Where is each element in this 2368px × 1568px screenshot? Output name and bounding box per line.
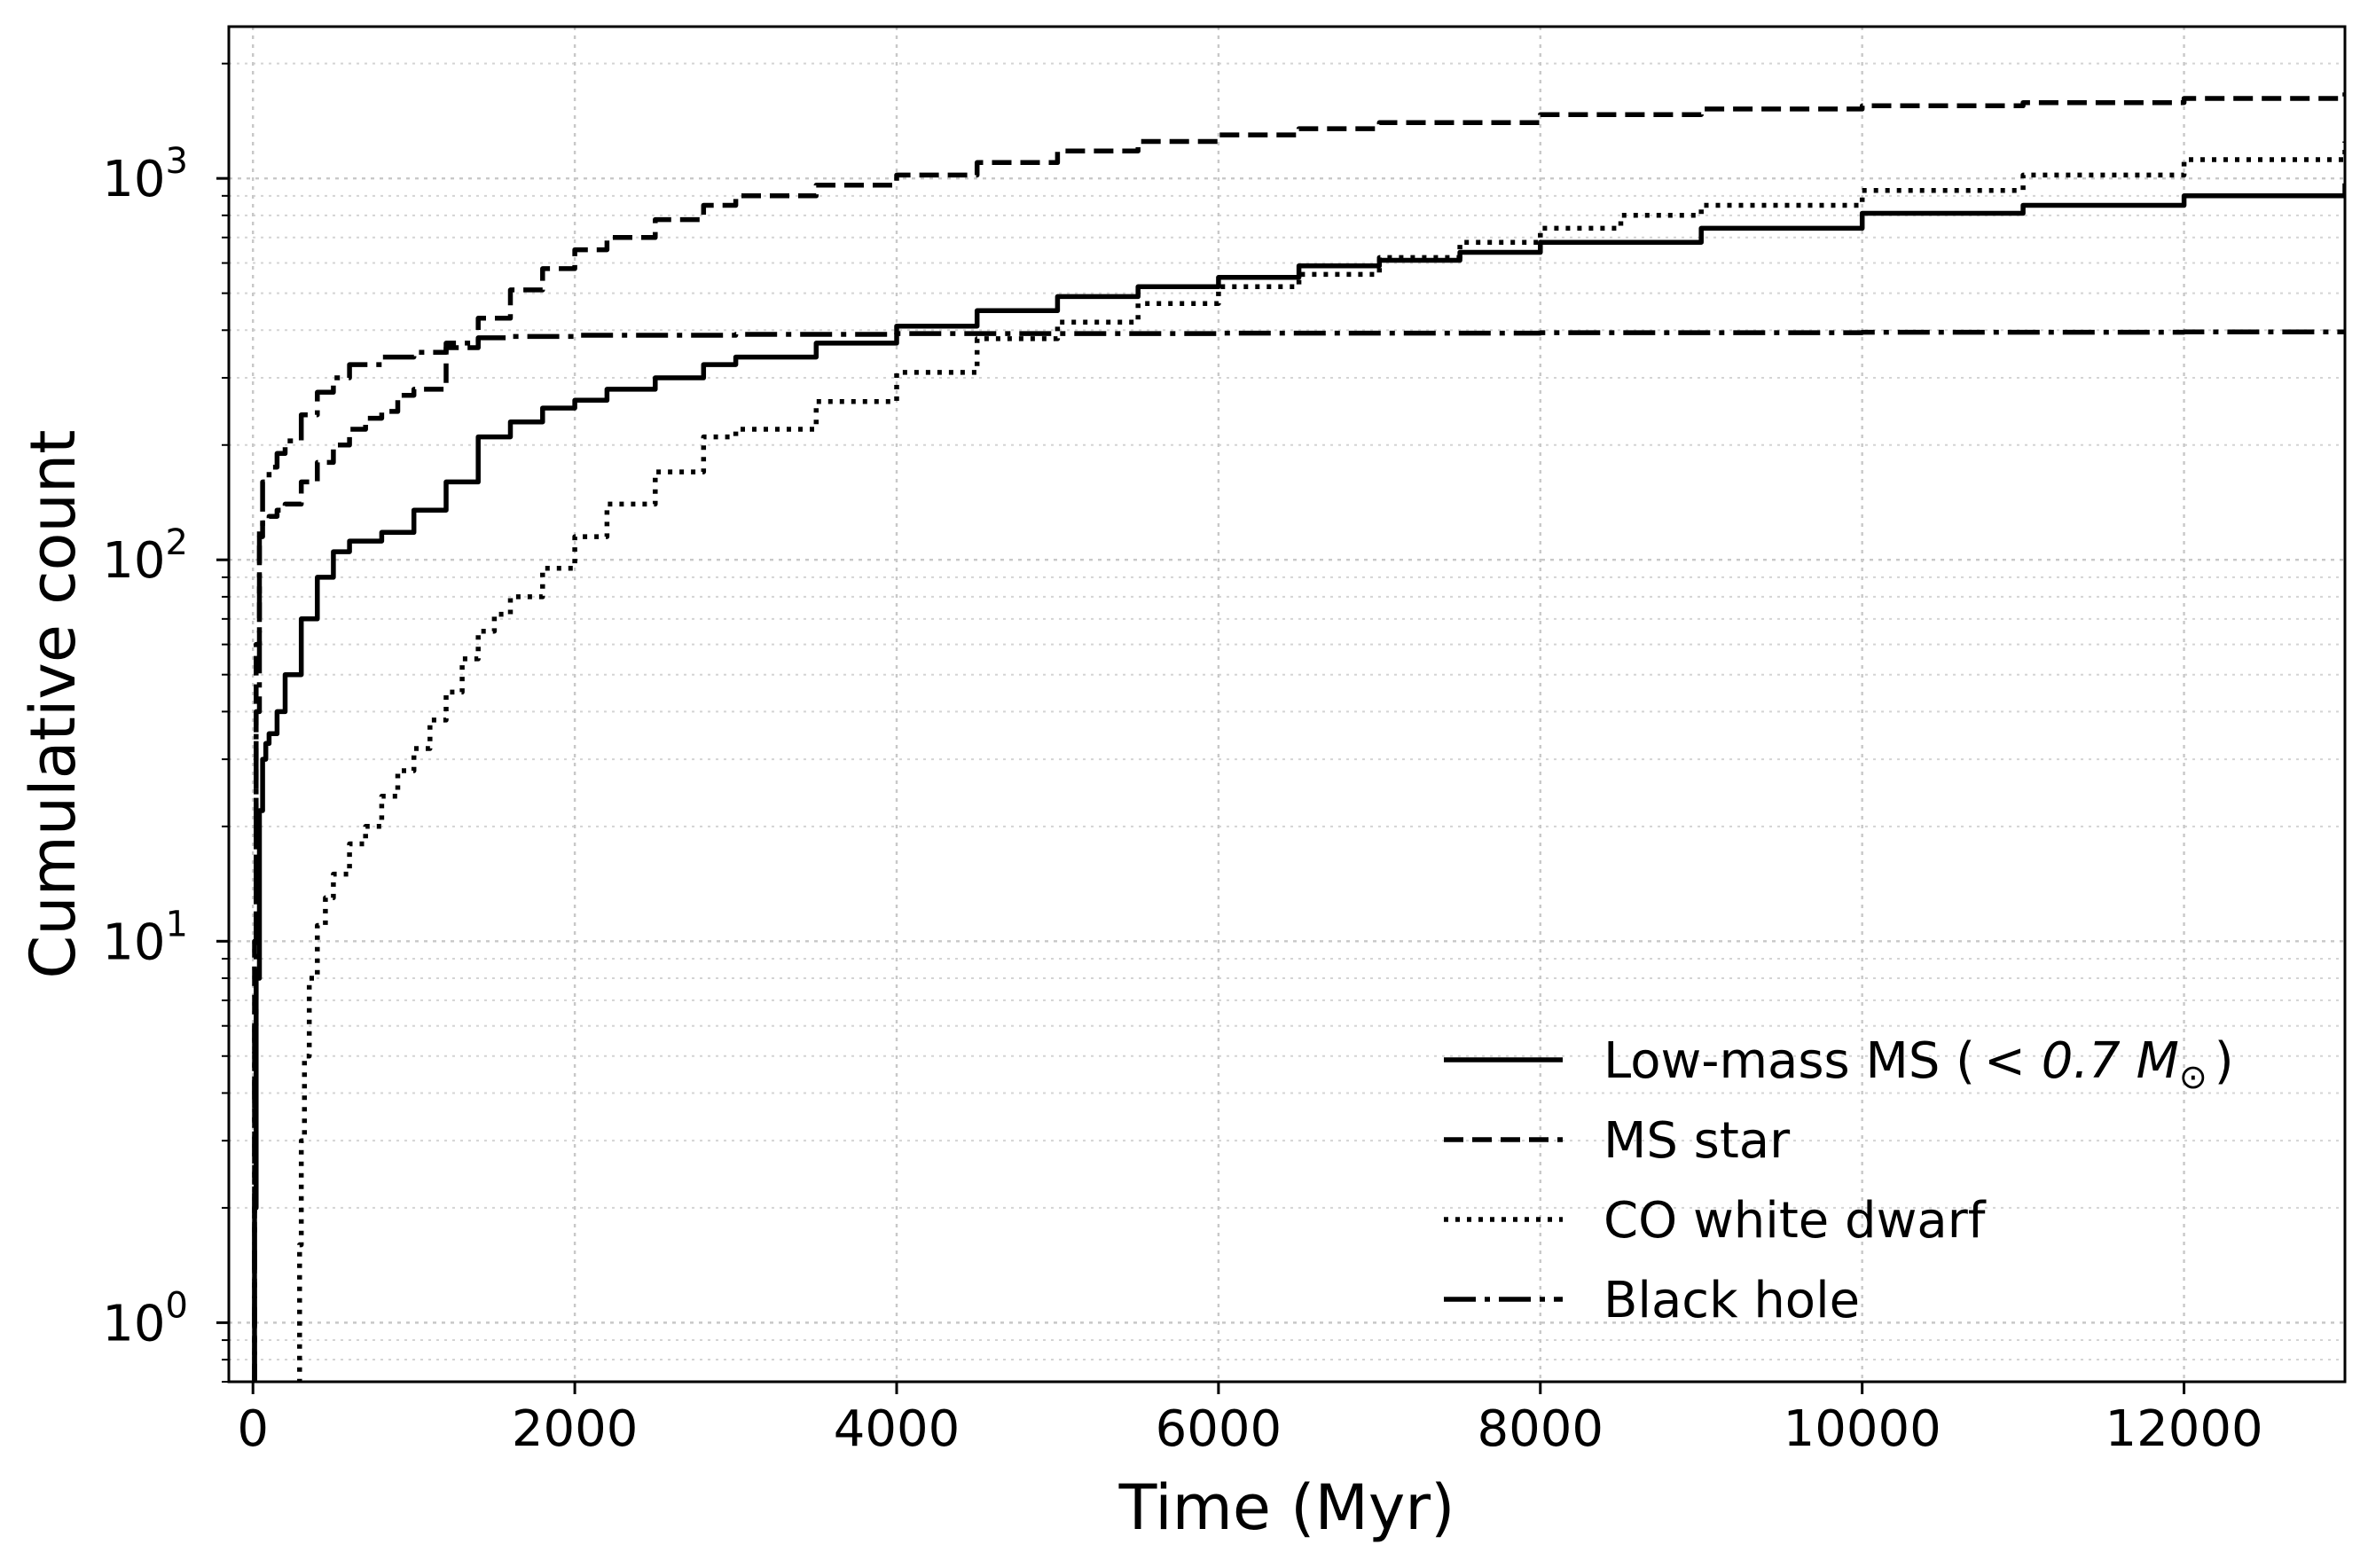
minor-grid [229, 62, 2345, 1383]
legend-low-mass-text: Low-mass MS ( [1603, 1032, 1975, 1090]
legend: Low-mass MS (< 0.7 M⊙) MS star CO white … [1444, 1032, 2234, 1329]
axis-ticks [216, 62, 2186, 1394]
legend-label-low-mass-ms: Low-mass MS (< 0.7 M⊙) [1603, 1032, 2234, 1096]
y-tick-base: 10 [102, 151, 165, 208]
y-tick-base: 10 [102, 532, 165, 590]
legend-low-mass-subscript: ⊙ [2179, 1057, 2207, 1096]
y-axis-title: Cumulative count [17, 429, 90, 978]
y-tick-base: 10 [102, 1295, 165, 1352]
series-line-co-white-dwarf [297, 141, 2345, 1382]
series-line-black-hole [252, 329, 2345, 1382]
y-tick-label: 102 [102, 522, 188, 590]
x-tick-label: 6000 [1156, 1400, 1282, 1458]
y-tick-exponent: 0 [166, 1285, 188, 1326]
y-tick-exponent: 2 [166, 522, 188, 563]
series-line-ms-star [252, 92, 2345, 1382]
legend-label-black-hole: Black hole [1603, 1272, 1860, 1329]
y-tick-label: 101 [102, 904, 188, 971]
legend-label-ms-star: MS star [1603, 1112, 1791, 1170]
x-tick-label: 8000 [1478, 1400, 1604, 1458]
plot-frame [227, 25, 2347, 1384]
x-axis-title: Time (Myr) [1118, 1471, 1455, 1544]
x-tick-label: 10000 [1784, 1400, 1941, 1458]
legend-low-mass-math: < 0.7 M [1984, 1032, 2179, 1090]
x-tick-label: 0 [237, 1400, 269, 1458]
y-tick-label: 103 [102, 141, 188, 208]
legend-low-mass-close: ) [2215, 1032, 2234, 1090]
x-tick-labels: 0 2000 4000 6000 8000 10000 12000 [237, 1400, 2262, 1458]
x-tick-label: 4000 [834, 1400, 961, 1458]
plot-lines [252, 92, 2345, 1382]
legend-label-co-white-dwarf: CO white dwarf [1603, 1192, 1987, 1250]
x-tick-label: 12000 [2105, 1400, 2262, 1458]
y-tick-exponent: 1 [166, 904, 188, 945]
y-tick-base: 10 [102, 913, 165, 971]
y-tick-exponent: 3 [166, 141, 188, 182]
y-tick-label: 100 [102, 1285, 188, 1352]
x-tick-label: 2000 [512, 1400, 639, 1458]
